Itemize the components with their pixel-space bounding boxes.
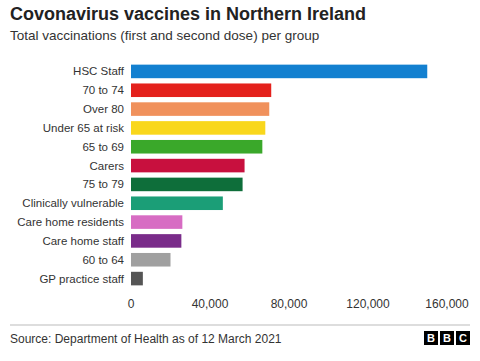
logo-letter: C <box>459 332 467 344</box>
logo-box <box>424 331 438 345</box>
bar <box>131 65 427 79</box>
tick-label: 120,000 <box>346 297 390 311</box>
bar <box>131 102 269 116</box>
tick-label: 0 <box>128 297 135 311</box>
bar <box>131 215 182 229</box>
category-label: Care home staff <box>42 235 124 247</box>
bar <box>131 272 143 286</box>
bar <box>131 121 265 135</box>
logo-box <box>456 331 470 345</box>
bar <box>131 178 243 192</box>
category-label: HSC Staff <box>73 65 125 77</box>
category-label: 70 to 74 <box>82 84 124 96</box>
source: Source: Department of Health as of 12 Ma… <box>10 332 282 346</box>
bar <box>131 234 181 248</box>
bar <box>131 196 223 210</box>
bar <box>131 159 245 173</box>
tick-label: 160,000 <box>425 297 469 311</box>
category-label: 60 to 64 <box>82 254 124 266</box>
tick-label: 80,000 <box>271 297 308 311</box>
logo-letter: B <box>443 332 451 344</box>
logo-box <box>440 331 454 345</box>
category-label: Care home residents <box>17 216 124 228</box>
footer-rule <box>10 325 470 326</box>
bar <box>131 140 262 154</box>
category-label: Under 65 at risk <box>43 122 124 134</box>
bar <box>131 83 271 97</box>
tick-label: 40,000 <box>192 297 229 311</box>
logo: BBC <box>424 331 470 345</box>
logo-letter: B <box>427 332 435 344</box>
category-label: Clinically vulnerable <box>22 197 124 209</box>
title: Covonavirus vaccines in Northern Ireland <box>10 4 366 24</box>
bar <box>131 253 171 267</box>
category-label: GP practice staff <box>39 273 124 285</box>
bars <box>131 65 427 286</box>
category-label: 75 to 79 <box>82 178 124 190</box>
category-label: Carers <box>89 160 124 172</box>
subtitle: Total vaccinations (first and second dos… <box>10 28 319 43</box>
category-label: Over 80 <box>83 103 124 115</box>
category-label: 65 to 69 <box>82 141 124 153</box>
logo-text: BBC <box>427 332 467 344</box>
chart: Covonavirus vaccines in Northern Ireland… <box>0 0 480 361</box>
